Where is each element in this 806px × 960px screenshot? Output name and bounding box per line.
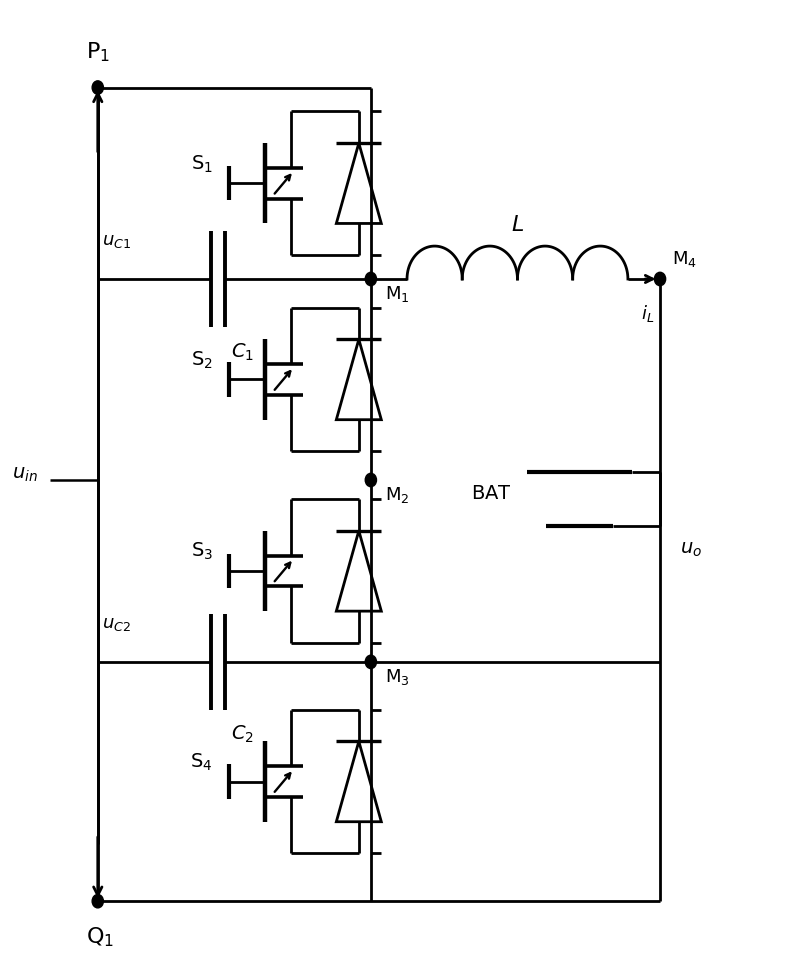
Text: $\mathrm{Q_1}$: $\mathrm{Q_1}$	[85, 925, 114, 948]
Text: $\mathrm{S_3}$: $\mathrm{S_3}$	[190, 541, 213, 563]
Circle shape	[365, 273, 376, 286]
Text: $\mathrm{M_4}$: $\mathrm{M_4}$	[672, 250, 697, 270]
Text: $\mathrm{M_3}$: $\mathrm{M_3}$	[385, 666, 410, 686]
Circle shape	[92, 81, 103, 94]
Circle shape	[92, 895, 103, 908]
Text: $L$: $L$	[511, 214, 524, 236]
Text: $\mathrm{S_2}$: $\mathrm{S_2}$	[191, 349, 213, 371]
Text: $C_1$: $C_1$	[231, 341, 254, 363]
Text: $\mathrm{BAT}$: $\mathrm{BAT}$	[471, 486, 512, 503]
Text: $u_{C2}$: $u_{C2}$	[102, 615, 131, 634]
Circle shape	[365, 473, 376, 487]
Text: $\mathrm{M_1}$: $\mathrm{M_1}$	[385, 284, 410, 303]
Circle shape	[365, 655, 376, 668]
Text: $\mathrm{P_1}$: $\mathrm{P_1}$	[85, 40, 110, 63]
Text: $u_{C1}$: $u_{C1}$	[102, 232, 131, 251]
Text: $C_2$: $C_2$	[231, 724, 254, 745]
Text: $\mathrm{S_1}$: $\mathrm{S_1}$	[191, 154, 213, 175]
Text: $\mathrm{M_2}$: $\mathrm{M_2}$	[385, 485, 409, 505]
Text: $u_{in}$: $u_{in}$	[11, 466, 38, 485]
Text: $u_o$: $u_o$	[680, 540, 702, 559]
Circle shape	[654, 273, 666, 286]
Text: $i_L$: $i_L$	[642, 303, 654, 324]
Text: $\mathrm{S_4}$: $\mathrm{S_4}$	[190, 752, 213, 773]
